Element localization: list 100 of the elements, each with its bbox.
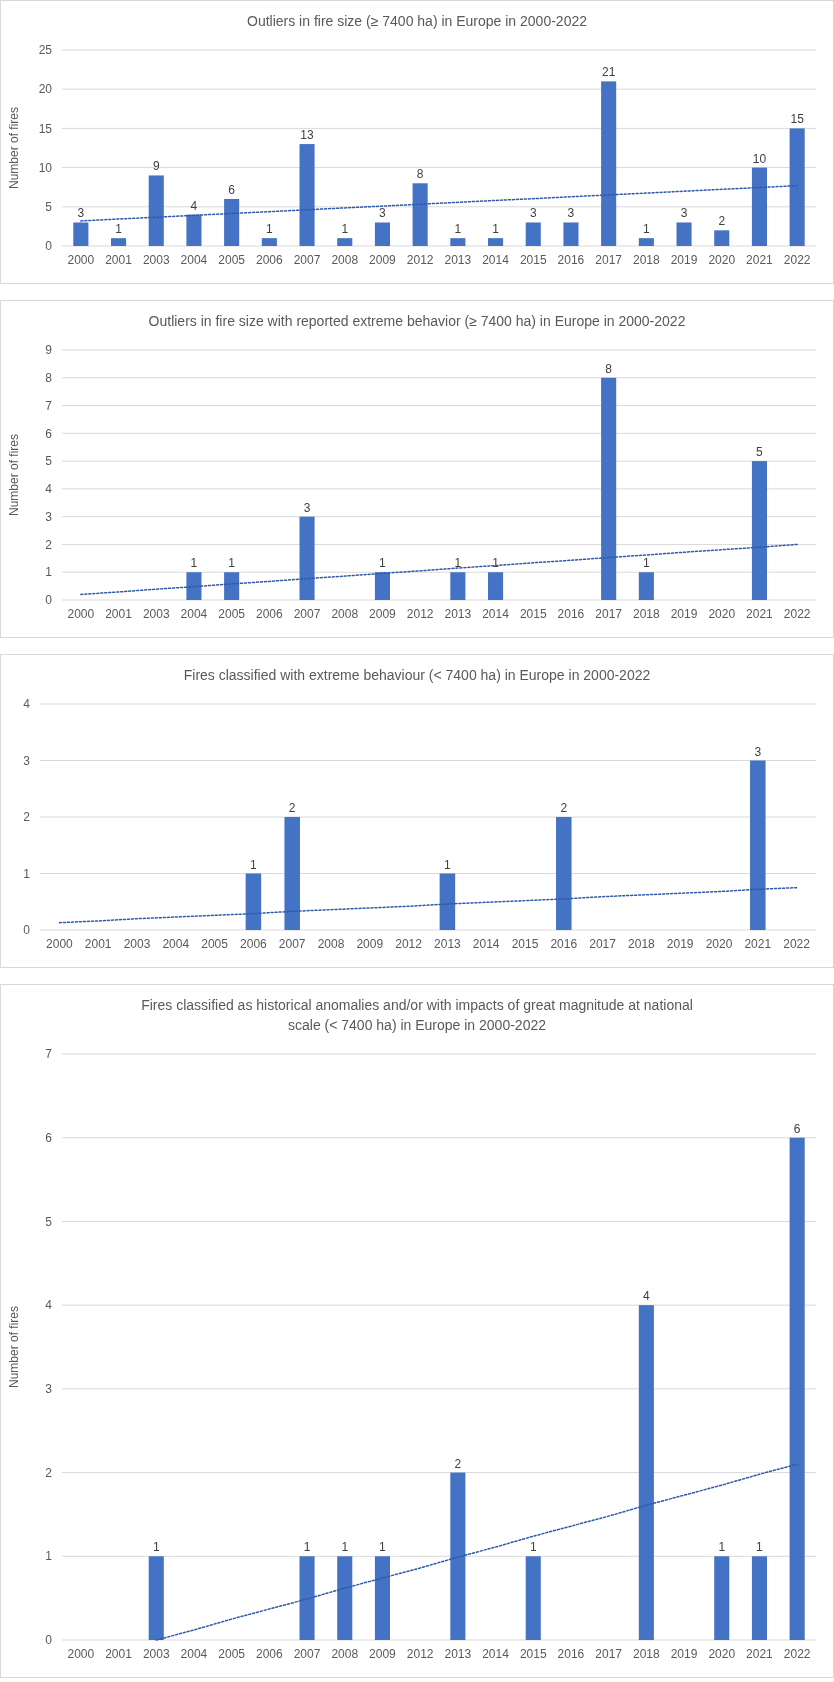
y-tick-label: 5 <box>45 454 53 469</box>
y-tick-label: 7 <box>45 1047 53 1062</box>
bar <box>525 222 541 246</box>
x-tick-label: 2006 <box>256 607 284 621</box>
data-label: 1 <box>529 1540 537 1555</box>
y-tick-label: 6 <box>45 426 53 441</box>
bar <box>299 516 315 600</box>
data-label: 3 <box>567 206 575 221</box>
y-tick-label: 2 <box>45 1465 53 1480</box>
bar <box>412 183 428 246</box>
x-tick-label: 2004 <box>180 607 208 621</box>
x-tick-label: 2001 <box>105 253 133 267</box>
y-tick-label: 3 <box>23 753 31 768</box>
y-tick-label: 0 <box>45 239 53 254</box>
x-tick-label: 2009 <box>369 607 397 621</box>
x-tick-label: 2021 <box>744 937 772 951</box>
x-tick-label: 2007 <box>293 1647 321 1661</box>
bar <box>601 377 617 600</box>
data-label: 2 <box>718 214 726 229</box>
y-tick-label: 25 <box>38 43 53 58</box>
data-label: 1 <box>643 222 651 237</box>
data-label: 4 <box>190 198 198 213</box>
data-label: 1 <box>444 857 452 872</box>
x-tick-label: 2004 <box>180 253 208 267</box>
bar <box>751 167 767 246</box>
y-axis-title: Number of fires <box>7 106 21 190</box>
data-label: 1 <box>379 556 387 571</box>
bar <box>789 128 805 246</box>
y-tick-label: 0 <box>45 593 53 608</box>
line-series <box>80 543 798 596</box>
x-tick-label: 2001 <box>105 607 133 621</box>
x-tick-label: 2008 <box>317 937 345 951</box>
x-tick-label: 2000 <box>67 1647 95 1661</box>
bar <box>488 238 504 246</box>
y-tick-label: 8 <box>45 370 53 385</box>
x-tick-label: 2012 <box>406 253 434 267</box>
y-tick-label: 0 <box>45 1633 53 1648</box>
line-series <box>58 886 798 924</box>
bar <box>374 222 390 246</box>
data-label: 3 <box>754 744 762 759</box>
bar <box>148 175 164 246</box>
x-tick-label: 2022 <box>783 607 811 621</box>
x-tick-label: 2012 <box>395 937 423 951</box>
bar <box>186 214 202 246</box>
x-tick-label: 2005 <box>201 937 229 951</box>
x-tick-label: 2012 <box>406 607 434 621</box>
x-tick-label: 2014 <box>472 937 500 951</box>
data-label: 4 <box>643 1289 651 1304</box>
x-tick-label: 2009 <box>369 1647 397 1661</box>
x-tick-label: 2014 <box>482 253 510 267</box>
x-tick-label: 2016 <box>550 937 578 951</box>
data-label: 1 <box>643 556 651 571</box>
bar <box>73 222 89 246</box>
bar <box>751 1556 767 1640</box>
x-tick-label: 2006 <box>256 1647 284 1661</box>
data-label: 15 <box>790 112 805 127</box>
data-label: 3 <box>680 206 688 221</box>
bar <box>245 873 262 930</box>
x-tick-label: 2017 <box>595 1647 623 1661</box>
bar <box>676 222 692 246</box>
data-label: 1 <box>115 222 123 237</box>
x-tick-label: 2020 <box>708 253 736 267</box>
x-tick-label: 2021 <box>746 253 774 267</box>
x-tick-label: 2018 <box>628 937 656 951</box>
x-tick-label: 2000 <box>67 253 95 267</box>
y-tick-label: 0 <box>23 923 31 938</box>
x-tick-label: 2015 <box>519 1647 547 1661</box>
data-label: 5 <box>756 445 764 460</box>
bar <box>638 238 654 246</box>
x-tick-label: 2003 <box>142 1647 170 1661</box>
bar <box>638 572 654 600</box>
bar <box>450 238 466 246</box>
x-tick-label: 2016 <box>557 253 585 267</box>
y-tick-label: 4 <box>45 1298 53 1313</box>
bar <box>750 760 766 930</box>
y-tick-label: 2 <box>23 810 31 825</box>
y-tick-label: 6 <box>45 1130 53 1145</box>
x-tick-label: 2017 <box>589 937 617 951</box>
x-tick-label: 2006 <box>256 253 284 267</box>
bar <box>714 1556 730 1640</box>
x-tick-label: 2009 <box>356 937 384 951</box>
x-tick-label: 2021 <box>746 1647 774 1661</box>
x-tick-label: 2015 <box>519 607 547 621</box>
x-tick-label: 2020 <box>705 937 733 951</box>
data-label: 8 <box>416 167 424 182</box>
chart-title: Fires classified with extreme behaviour (< 7400 ha) in Europe in 2000-2022 <box>183 667 651 683</box>
bar <box>299 144 315 246</box>
data-label: 2 <box>560 801 568 815</box>
x-tick-label: 2019 <box>670 607 698 621</box>
x-tick-label: 2018 <box>633 1647 661 1661</box>
x-tick-label: 2013 <box>444 253 472 267</box>
y-tick-label: 9 <box>45 343 53 358</box>
bar <box>525 1556 541 1640</box>
bar <box>488 572 504 600</box>
bar <box>563 222 579 246</box>
data-label: 6 <box>793 1121 801 1136</box>
x-tick-label: 2004 <box>162 937 190 951</box>
data-label: 1 <box>718 1540 726 1555</box>
bar <box>299 1556 315 1640</box>
bar <box>638 1305 654 1640</box>
